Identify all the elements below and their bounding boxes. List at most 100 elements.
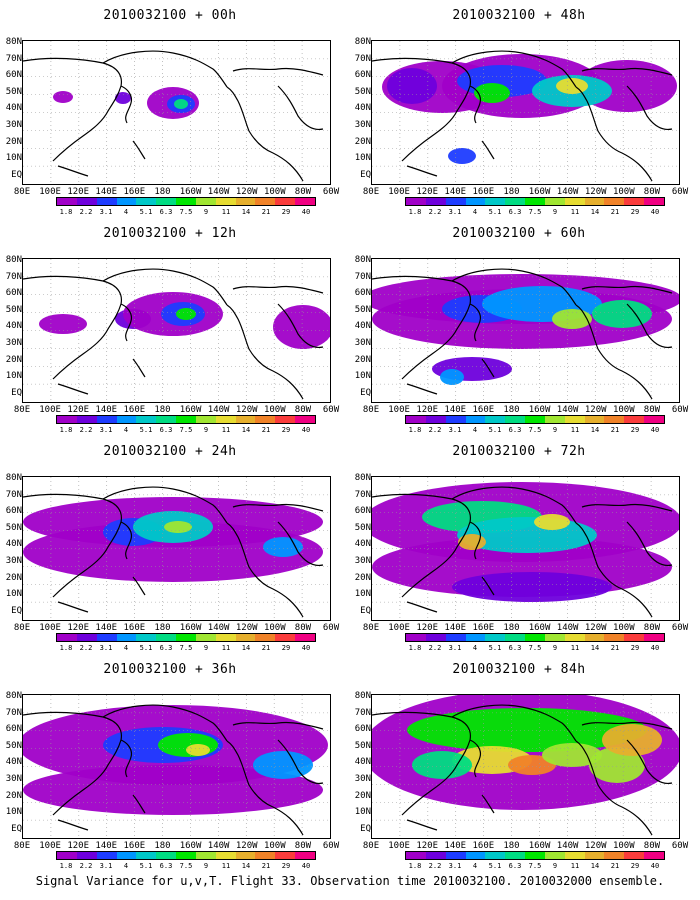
longitude-label: 100W: [263, 187, 286, 197]
colorbar-swatch: [525, 634, 545, 641]
coastline: [57, 819, 89, 831]
coastline: [575, 522, 653, 618]
latitude-label: 70N: [5, 489, 22, 500]
panel-title: 2010032100 + 00h: [103, 8, 237, 23]
longitude-label: 80W: [294, 187, 312, 197]
latitude-label: 40N: [354, 539, 371, 550]
colorbar-label: 5.1: [488, 862, 502, 870]
latitude-label: 50N: [354, 86, 371, 97]
longitude-label: 180: [154, 623, 171, 633]
coastline: [226, 304, 304, 400]
latitude-label: 40N: [354, 321, 371, 332]
colorbar-swatch: [644, 198, 664, 205]
coastline: [469, 303, 482, 342]
forecast-panel: 2010032100 + 72h 80N 70N 60N 50N 40N 30N 20N 10N…: [349, 436, 689, 658]
colorbar-swatch: [544, 852, 565, 859]
variance-contour-fill: [592, 300, 652, 328]
colorbar-swatch: [76, 634, 97, 641]
colorbar-label: 3.1: [448, 426, 462, 434]
longitude-label: 120W: [235, 623, 258, 633]
longitude-label: 160W: [179, 623, 202, 633]
latitude-label: 80N: [5, 473, 22, 483]
longitude-label: 160W: [179, 187, 202, 197]
longitude-label: 100W: [612, 623, 635, 633]
coastline: [102, 704, 228, 742]
colorbar-swatch: [644, 416, 664, 423]
coastline: [232, 721, 324, 730]
longitude-label: 140W: [207, 623, 230, 633]
longitude-label: 140W: [207, 841, 230, 851]
longitude-label: 120W: [235, 187, 258, 197]
coastline: [226, 86, 304, 182]
colorbar-label: 9: [552, 208, 558, 216]
coastline: [132, 576, 146, 596]
colorbar-label: 1.8: [408, 862, 422, 870]
colorbar-swatch: [624, 198, 645, 205]
colorbar-swatch: [176, 416, 196, 423]
panel-title: 2010032100 + 36h: [103, 662, 237, 677]
panel-title: 2010032100 + 60h: [452, 226, 586, 241]
colorbar-swatch: [235, 416, 256, 423]
latitude-label: EQ: [11, 605, 22, 616]
colorbar-swatch: [255, 634, 276, 641]
longitude-label: 80W: [643, 841, 661, 851]
colorbar-swatch: [76, 198, 97, 205]
colorbar-label: 4: [472, 862, 478, 870]
map-svg: [23, 259, 330, 402]
colorbar-label: 21: [610, 426, 620, 434]
latitude-label: 30N: [354, 774, 371, 784]
latitude-label: 60N: [5, 288, 22, 299]
variance-contour-fill: [552, 309, 592, 329]
longitude-label: 120W: [584, 841, 607, 851]
longitude-label: 160E: [123, 405, 146, 415]
map-svg: [23, 477, 330, 620]
colorbar-label: 3.1: [448, 862, 462, 870]
colorbar-swatch: [624, 634, 645, 641]
colorbar-swatch: [604, 634, 625, 641]
latitude-label: EQ: [11, 823, 22, 834]
colorbar-label: 5.1: [488, 208, 502, 216]
colorbar-swatch: [406, 852, 426, 859]
colorbar-swatch: [445, 198, 466, 205]
coastline: [102, 50, 228, 88]
colorbar-label: 6.3: [508, 644, 522, 652]
coastline: [575, 740, 653, 836]
colorbar-swatch: [57, 416, 77, 423]
colorbar-label: 40: [301, 426, 311, 434]
longitude-label: 120W: [584, 405, 607, 415]
longitude-label: 60W: [322, 841, 340, 851]
latitude-label: 50N: [354, 304, 371, 315]
latitude-label: 30N: [5, 338, 22, 348]
colorbar-label: 14: [590, 862, 600, 870]
longitude-label: 80E: [13, 187, 31, 197]
longitude-label: 80E: [362, 187, 380, 197]
longitude-label: 100W: [263, 623, 286, 633]
colorbar-label: 1.8: [408, 644, 422, 652]
coastline: [469, 521, 482, 560]
colorbar-label: 14: [590, 426, 600, 434]
colorbar-label: 29: [281, 644, 291, 652]
coastline: [372, 57, 472, 162]
colorbar-label: 4: [123, 644, 129, 652]
longitude-label: 100W: [612, 841, 635, 851]
colorbar-swatch: [485, 852, 506, 859]
colorbar-label: 2.2: [428, 644, 442, 652]
map-plot: [371, 476, 680, 621]
variance-contour-fill: [176, 308, 196, 320]
longitude-label: 120E: [416, 405, 439, 415]
map-plot: [22, 40, 331, 185]
colorbar-label: 4: [472, 426, 478, 434]
variance-contour-fill: [589, 747, 645, 783]
map-plot: [371, 258, 680, 403]
map-plot: [22, 476, 331, 621]
latitude-label: 70N: [5, 53, 22, 64]
colorbar-swatch: [544, 416, 565, 423]
colorbar-swatch: [195, 198, 216, 205]
colorbar-swatch: [116, 198, 137, 205]
coastline: [120, 303, 133, 342]
longitude-label: 160W: [179, 405, 202, 415]
latitude-label: 60N: [354, 70, 371, 81]
longitude-label: 140E: [444, 841, 467, 851]
longitude-label: 80W: [294, 841, 312, 851]
longitude-label: 80E: [362, 841, 380, 851]
